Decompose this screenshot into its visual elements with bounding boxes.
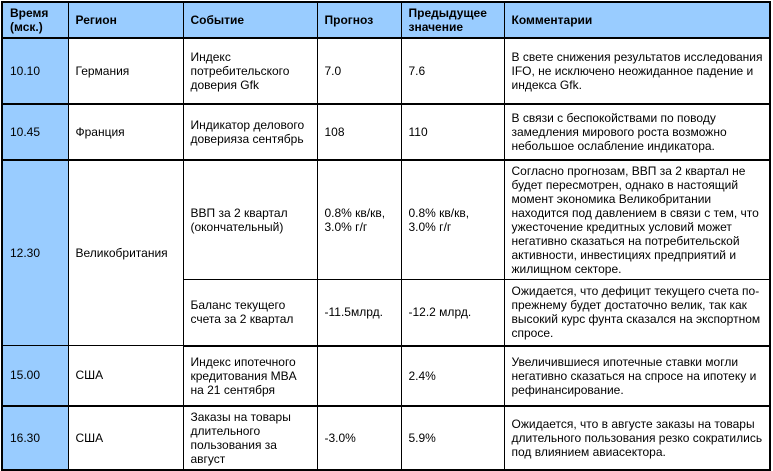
header-comments: Комментарии	[503, 1, 771, 39]
event-cell: Заказы на товары длительного пользования…	[182, 405, 318, 470]
region-cell: Франция	[67, 103, 184, 161]
comment-cell: Ожидается, что дефицит текущего счета по…	[503, 279, 771, 347]
event-cell: Индикатор делового доверияза сентябрь	[182, 103, 318, 161]
header-event: Событие	[182, 1, 318, 39]
forecast-cell: -11.5млрд.	[316, 279, 402, 347]
header-forecast: Прогноз	[316, 1, 402, 39]
region-cell: США	[67, 405, 184, 470]
time-cell: 12.30	[1, 159, 69, 346]
time-cell: 16.30	[1, 405, 69, 470]
event-cell: Индекс ипотечного кредитования MBA на 21…	[182, 345, 318, 407]
forecast-cell: -3.0%	[316, 405, 402, 470]
header-previous-value: Предыдущее значение	[400, 1, 505, 39]
table-row: 15.00 США Индекс ипотечного кредитования…	[1, 345, 771, 407]
comment-cell: Ожидается, что в августе заказы на товар…	[503, 405, 771, 470]
header-region: Регион	[67, 1, 184, 39]
region-cell: США	[67, 345, 184, 407]
table-row: 10.45 Франция Индикатор делового доверия…	[1, 103, 771, 161]
comment-cell: Согласно прогнозам, ВВП за 2 квартал не …	[503, 159, 771, 280]
table-row: 12.30 Великобритания ВВП за 2 квартал (о…	[1, 159, 771, 346]
event-cell: Индекс потребительского доверия Gfk	[182, 37, 318, 105]
table-row: 16.30 США Заказы на товары длительного п…	[1, 405, 771, 470]
table-subrow: Баланс текущего счета за 2 квартал -11.5…	[2, 279, 771, 347]
comment-cell: В свете снижения результатов исследовани…	[503, 37, 771, 105]
forecast-cell: 108	[316, 103, 402, 161]
previous-value-cell: 7.6	[400, 37, 505, 105]
previous-value-cell: 0.8% кв/кв, 3.0% г/г	[400, 159, 505, 280]
region-cell: Германия	[67, 37, 184, 105]
previous-value-cell: 2.4%	[400, 345, 505, 407]
time-cell: 10.10	[1, 37, 69, 105]
table-row: 10.10 Германия Индекс потребительского д…	[1, 37, 771, 105]
table-header-row: Время (мск.) Регион Событие Прогноз Пред…	[1, 1, 771, 39]
time-cell: 15.00	[1, 345, 69, 407]
forecast-cell: 7.0	[316, 37, 402, 105]
time-cell: 10.45	[1, 103, 69, 161]
header-time: Время (мск.)	[1, 1, 69, 39]
event-cell: ВВП за 2 квартал (окончательный)	[182, 159, 318, 280]
comment-cell: Увеличившиеся ипотечные ставки могли нег…	[503, 345, 771, 407]
previous-value-cell: 5.9%	[400, 405, 505, 470]
region-cell: Великобритания	[67, 159, 184, 346]
comment-cell: В связи с беспокойствами по поводу замед…	[503, 103, 771, 161]
forecast-cell	[316, 345, 402, 407]
forecast-cell: 0.8% кв/кв, 3.0% г/г	[316, 159, 402, 280]
previous-value-cell: 110	[400, 103, 505, 161]
event-cell: Баланс текущего счета за 2 квартал	[182, 279, 318, 347]
previous-value-cell: -12.2 млрд.	[400, 279, 505, 347]
